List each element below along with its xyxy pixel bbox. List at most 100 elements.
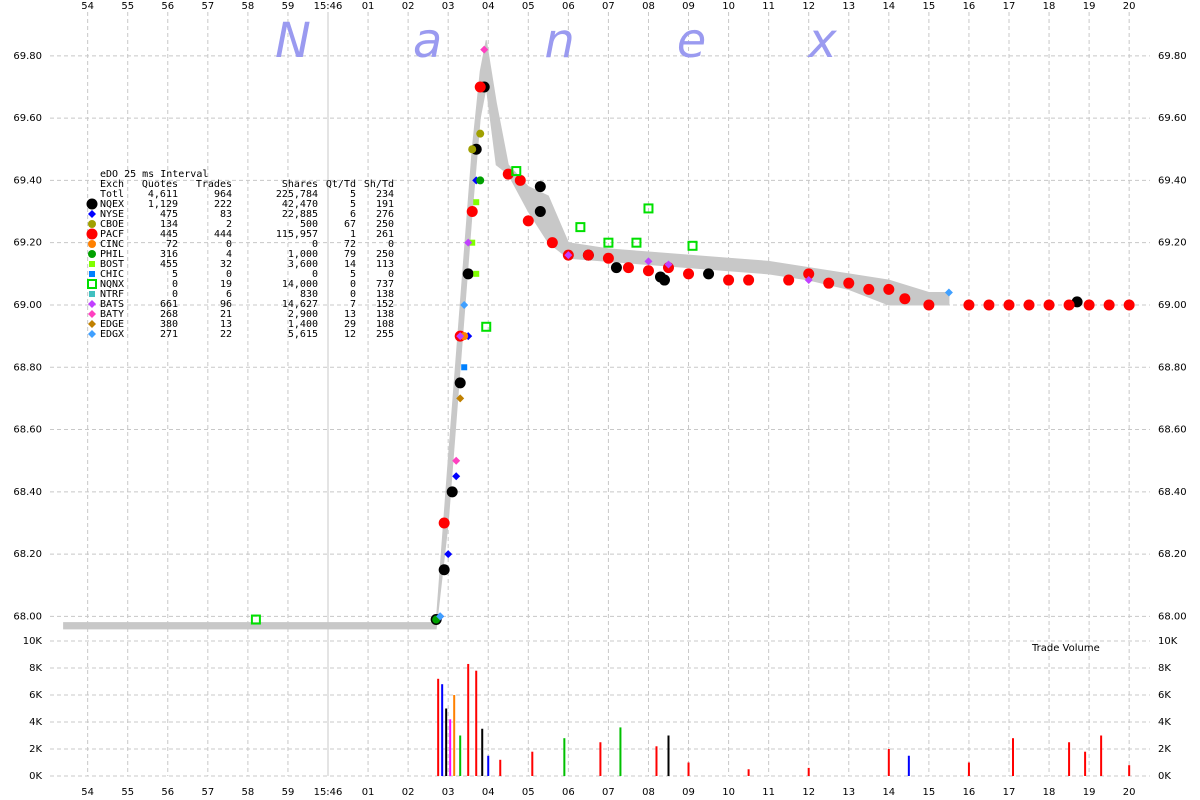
trade-marker xyxy=(783,274,795,286)
table-cell: 152 xyxy=(376,299,394,310)
trade-marker xyxy=(658,274,670,286)
x-tick-label: 09 xyxy=(682,787,695,798)
legend-marker xyxy=(86,228,98,240)
x-tick-label: 06 xyxy=(562,787,575,798)
table-cell: 475 xyxy=(160,209,178,220)
trade-marker xyxy=(610,262,622,274)
trade-marker xyxy=(438,517,450,529)
trade-marker xyxy=(622,262,634,274)
trade-marker xyxy=(456,332,465,341)
trade-marker xyxy=(803,268,815,280)
table-cell: 113 xyxy=(376,259,394,270)
table-cell: 138 xyxy=(376,309,394,320)
legend-label: PACF xyxy=(100,229,124,240)
trade-marker xyxy=(461,364,468,371)
table-cell: 0 xyxy=(172,279,178,290)
x-tick-label: 12 xyxy=(802,1,815,12)
table-cell: 0 xyxy=(350,279,356,290)
table-cell: 234 xyxy=(376,189,394,200)
x-tick-label: 11 xyxy=(762,1,775,12)
volume-bar xyxy=(487,755,490,776)
trade-marker xyxy=(473,270,480,277)
volume-bar xyxy=(437,678,440,776)
volume-bar xyxy=(1012,738,1015,776)
x-tick-label: 02 xyxy=(402,787,415,798)
x-tick-label: 15 xyxy=(923,787,936,798)
table-cell: 222 xyxy=(214,199,232,210)
y-tick-label: 68.40 xyxy=(13,487,42,498)
legend-label: BATY xyxy=(100,309,124,320)
y-tick-label: 4K xyxy=(29,717,42,728)
table-cell: 14,627 xyxy=(282,299,318,310)
trade-marker xyxy=(1083,299,1095,311)
table-cell: 32 xyxy=(220,259,232,270)
legend-label: EDGX xyxy=(100,329,124,340)
y-tick-label: 69.60 xyxy=(1158,113,1187,124)
trade-marker xyxy=(664,260,673,269)
volume-bar xyxy=(449,719,452,776)
trade-marker xyxy=(575,222,586,233)
x-tick-label: 08 xyxy=(642,787,655,798)
table-cell: 14,000 xyxy=(282,279,318,290)
legend-marker xyxy=(89,261,95,267)
table-cell: 5 xyxy=(350,189,356,200)
trade-marker xyxy=(823,277,835,289)
trade-marker xyxy=(1123,299,1135,311)
volume-bar xyxy=(453,695,456,776)
x-tick-label: 10 xyxy=(722,787,735,798)
table-cell: 4,611 xyxy=(148,189,178,200)
x-tick-label: 54 xyxy=(81,787,94,798)
volume-bar xyxy=(445,708,448,776)
legend-label: NQEX xyxy=(100,199,124,210)
table-cell: 1,000 xyxy=(288,249,318,260)
table-cell: 737 xyxy=(376,279,394,290)
table-cell: 1,129 xyxy=(148,199,178,210)
table-cell: 268 xyxy=(160,309,178,320)
y-tick-label: 69.40 xyxy=(1158,175,1187,186)
legend-marker xyxy=(88,300,96,308)
volume-bar xyxy=(1084,751,1087,776)
trade-marker xyxy=(602,252,614,264)
x-tick-label: 58 xyxy=(242,1,255,12)
table-cell: 225,784 xyxy=(276,189,318,200)
x-tick-label: 13 xyxy=(842,787,855,798)
table-cell: 29 xyxy=(344,319,356,330)
table-cell: 79 xyxy=(344,249,356,260)
volume-bar xyxy=(475,670,478,776)
trade-marker xyxy=(642,265,654,277)
trade-marker xyxy=(468,145,477,154)
table-cell: 316 xyxy=(160,249,178,260)
trade-marker xyxy=(843,277,855,289)
x-tick-label: 15:46 xyxy=(314,1,343,12)
trade-marker xyxy=(944,288,953,297)
volume-bar xyxy=(531,751,534,776)
y-tick-label: 68.80 xyxy=(1158,362,1187,373)
legend-marker xyxy=(88,320,96,328)
table-cell: 0 xyxy=(226,239,232,250)
legend-label: CBOE xyxy=(100,219,124,230)
legend-label: CHIC xyxy=(100,269,124,280)
x-tick-label: 05 xyxy=(522,787,535,798)
table-cell: 271 xyxy=(160,329,178,340)
volume-bar xyxy=(619,727,622,776)
x-tick-label: 12 xyxy=(802,787,815,798)
y-tick-label: 69.00 xyxy=(1158,300,1187,311)
legend-label: NYSE xyxy=(100,209,124,220)
x-tick-label: 18 xyxy=(1043,787,1056,798)
x-tick-label: 04 xyxy=(482,787,495,798)
table-cell: 7 xyxy=(350,299,356,310)
trade-marker xyxy=(466,206,478,218)
trade-marker xyxy=(460,332,469,341)
y-tick-label: 68.80 xyxy=(13,362,42,373)
table-cell: 0 xyxy=(350,289,356,300)
x-tick-label: 15:46 xyxy=(314,787,343,798)
table-cell: 276 xyxy=(376,209,394,220)
x-tick-label: 16 xyxy=(963,787,976,798)
x-tick-label: 56 xyxy=(161,787,174,798)
x-tick-label: 19 xyxy=(1083,787,1096,798)
volume-bar xyxy=(599,742,602,776)
trade-marker xyxy=(883,283,895,295)
x-tick-label: 17 xyxy=(1003,787,1016,798)
y-tick-label: 2K xyxy=(1158,744,1171,755)
